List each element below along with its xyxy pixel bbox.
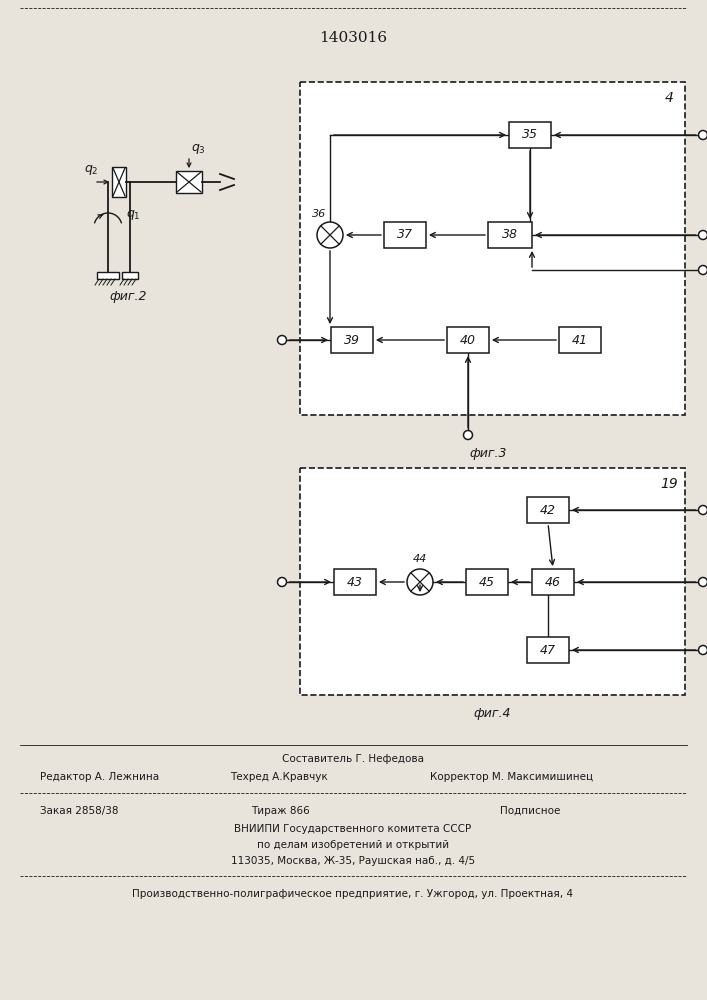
Circle shape xyxy=(699,578,707,586)
Text: Закая 2858/38: Закая 2858/38 xyxy=(40,806,119,816)
Text: 38: 38 xyxy=(502,229,518,241)
Text: 41: 41 xyxy=(572,334,588,347)
Text: 1403016: 1403016 xyxy=(319,31,387,45)
Bar xyxy=(559,327,601,353)
Bar xyxy=(176,171,202,193)
Circle shape xyxy=(278,336,286,344)
Text: 35: 35 xyxy=(522,128,538,141)
Text: 47: 47 xyxy=(540,644,556,656)
Circle shape xyxy=(699,646,707,654)
Text: $q_2$: $q_2$ xyxy=(84,163,98,177)
Text: Производственно-полиграфическое предприятие, г. Ужгород, ул. Проектная, 4: Производственно-полиграфическое предприя… xyxy=(132,889,573,899)
Bar xyxy=(527,497,569,523)
Bar xyxy=(300,82,685,415)
Circle shape xyxy=(699,130,707,139)
Text: Тираж 866: Тираж 866 xyxy=(250,806,310,816)
Bar xyxy=(532,569,574,595)
Bar xyxy=(466,569,508,595)
Bar xyxy=(334,569,376,595)
Bar xyxy=(112,167,126,197)
Text: 46: 46 xyxy=(545,576,561,588)
Bar xyxy=(447,327,489,353)
Text: Редактор А. Лежнина: Редактор А. Лежнина xyxy=(40,772,159,782)
Text: 44: 44 xyxy=(413,554,427,564)
Text: фиг.3: фиг.3 xyxy=(469,447,507,460)
Bar xyxy=(97,272,119,279)
Circle shape xyxy=(278,578,286,586)
Text: 45: 45 xyxy=(479,576,495,588)
Text: 40: 40 xyxy=(460,334,476,347)
Bar xyxy=(122,272,138,279)
Bar xyxy=(509,122,551,148)
Text: 36: 36 xyxy=(312,209,326,219)
Text: по делам изобретений и открытий: по делам изобретений и открытий xyxy=(257,840,449,850)
Bar xyxy=(384,222,426,248)
Text: ВНИИПИ Государственного комитета СССР: ВНИИПИ Государственного комитета СССР xyxy=(235,824,472,834)
Text: фиг.4: фиг.4 xyxy=(474,707,511,720)
Circle shape xyxy=(407,569,433,595)
Bar xyxy=(300,468,685,695)
Text: 39: 39 xyxy=(344,334,360,347)
Circle shape xyxy=(464,430,472,440)
Text: 4: 4 xyxy=(665,91,674,105)
Bar xyxy=(488,222,532,248)
Circle shape xyxy=(699,265,707,274)
Text: 43: 43 xyxy=(347,576,363,588)
Text: фиг.2: фиг.2 xyxy=(110,290,147,303)
Text: Подписное: Подписное xyxy=(500,806,561,816)
Bar xyxy=(331,327,373,353)
Text: $q_1$: $q_1$ xyxy=(126,208,141,222)
Text: Корректор М. Максимишинец: Корректор М. Максимишинец xyxy=(430,772,593,782)
Text: 113035, Москва, Ж-35, Раушская наб., д. 4/5: 113035, Москва, Ж-35, Раушская наб., д. … xyxy=(231,856,475,866)
Circle shape xyxy=(317,222,343,248)
Circle shape xyxy=(699,506,707,514)
Text: 42: 42 xyxy=(540,504,556,516)
Bar xyxy=(527,637,569,663)
Text: 19: 19 xyxy=(660,477,678,491)
Text: $q_3$: $q_3$ xyxy=(191,142,206,156)
Circle shape xyxy=(699,231,707,239)
Text: 37: 37 xyxy=(397,229,413,241)
Text: Техред А.Кравчук: Техред А.Кравчук xyxy=(230,772,328,782)
Text: Составитель Г. Нефедова: Составитель Г. Нефедова xyxy=(282,754,424,764)
